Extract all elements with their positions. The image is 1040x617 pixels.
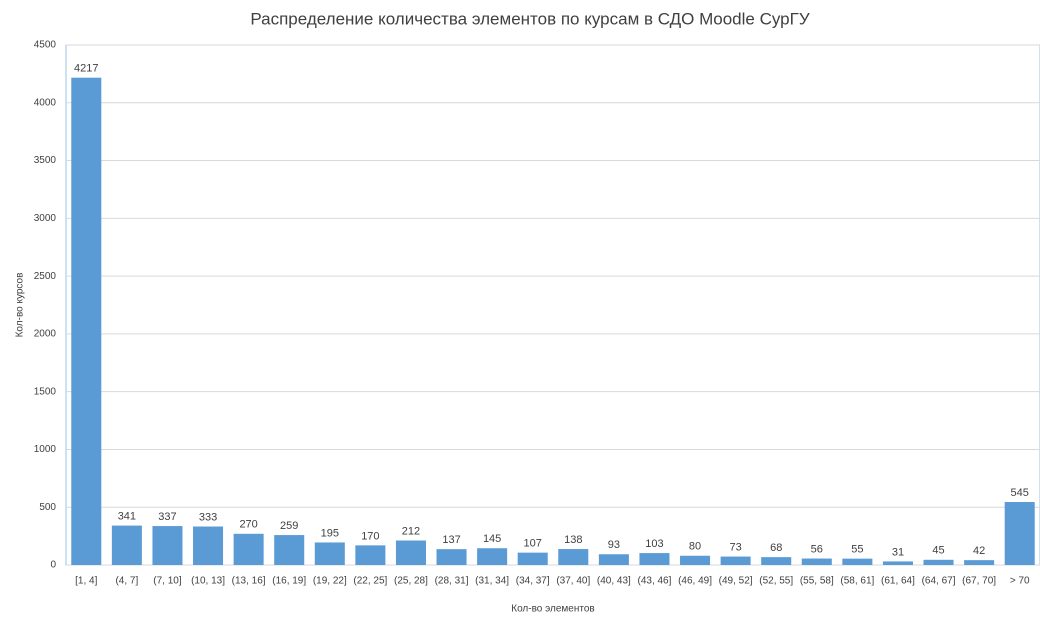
- bar: [964, 560, 995, 565]
- value-label: 103: [645, 538, 663, 550]
- x-tick-label: (52, 55]: [759, 576, 793, 587]
- value-label: 4217: [74, 63, 98, 75]
- x-tick-label: (28, 31]: [435, 576, 469, 587]
- x-tick-label: (4, 7]: [115, 576, 138, 587]
- x-tick-label: (64, 67]: [922, 576, 956, 587]
- bar: [517, 552, 548, 565]
- bar: [477, 548, 508, 565]
- x-tick-label: (49, 52]: [719, 576, 753, 587]
- y-axis-label: Кол-во курсов: [15, 273, 26, 338]
- x-tick-label: (16, 19]: [272, 576, 306, 587]
- bar: [314, 542, 345, 565]
- y-tick-label: 3500: [34, 155, 57, 166]
- value-label: 145: [483, 533, 501, 545]
- y-tick-label: 1000: [34, 444, 57, 455]
- value-label: 93: [608, 539, 620, 551]
- x-tick-label: (34, 37]: [516, 576, 550, 587]
- x-tick-label: (10, 13]: [191, 576, 225, 587]
- value-label: 42: [973, 545, 985, 557]
- y-tick-label: 500: [39, 502, 56, 513]
- x-tick-label: (46, 49]: [678, 576, 712, 587]
- y-tick-label: 4000: [34, 97, 57, 108]
- bar: [71, 77, 102, 566]
- value-label: 80: [689, 541, 701, 553]
- bar: [1004, 502, 1035, 565]
- value-label: 212: [402, 525, 420, 537]
- bar: [111, 525, 142, 565]
- value-label: 337: [158, 511, 176, 523]
- value-label: 68: [770, 542, 782, 554]
- value-label: 341: [118, 511, 136, 523]
- bar: [233, 533, 264, 565]
- value-label: 259: [280, 520, 298, 532]
- bar: [923, 559, 954, 565]
- chart-title: Распределение количества элементов по ку…: [250, 9, 809, 28]
- value-label: 545: [1011, 487, 1029, 499]
- value-label: 195: [321, 527, 339, 539]
- y-tick-label: 0: [50, 560, 56, 571]
- y-tick-label: 2000: [34, 329, 57, 340]
- x-tick-label: [1, 4]: [75, 576, 97, 587]
- value-label: 73: [730, 541, 742, 553]
- value-label: 138: [564, 534, 582, 546]
- x-tick-label: > 70: [1010, 576, 1030, 587]
- x-tick-label: (61, 64]: [881, 576, 915, 587]
- bar: [882, 561, 913, 565]
- x-tick-label: (37, 40]: [556, 576, 590, 587]
- value-label: 170: [361, 530, 379, 542]
- value-label: 55: [851, 544, 863, 556]
- value-label: 107: [524, 538, 542, 550]
- y-tick-label: 3000: [34, 213, 57, 224]
- bar: [274, 535, 305, 565]
- bar: [680, 555, 711, 565]
- x-tick-label: (67, 70]: [962, 576, 996, 587]
- bar: [639, 553, 670, 565]
- bar: [436, 549, 467, 565]
- bar: [152, 526, 183, 565]
- x-tick-label: (22, 25]: [353, 576, 387, 587]
- bar: [801, 558, 832, 565]
- value-label: 333: [199, 511, 217, 523]
- value-label: 45: [932, 545, 944, 557]
- y-tick-label: 2500: [34, 271, 57, 282]
- value-label: 137: [442, 534, 460, 546]
- bar: [395, 540, 426, 565]
- x-tick-label: (25, 28]: [394, 576, 428, 587]
- bar: [842, 558, 873, 565]
- y-tick-label: 1500: [34, 386, 57, 397]
- x-tick-label: (19, 22]: [313, 576, 347, 587]
- x-tick-label: (40, 43]: [597, 576, 631, 587]
- x-tick-label: (43, 46]: [637, 576, 671, 587]
- bar: [598, 554, 629, 565]
- bar: [761, 557, 792, 565]
- y-tick-label: 4500: [34, 40, 57, 51]
- bar: [355, 545, 386, 565]
- x-tick-label: (55, 58]: [800, 576, 834, 587]
- bar: [720, 556, 751, 565]
- x-tick-label: (31, 34]: [475, 576, 509, 587]
- x-tick-label: (13, 16]: [232, 576, 266, 587]
- x-tick-label: (7, 10]: [153, 576, 182, 587]
- value-label: 270: [239, 519, 257, 531]
- bar: [193, 526, 224, 565]
- bar: [558, 549, 589, 565]
- value-label: 56: [811, 543, 823, 555]
- value-label: 31: [892, 546, 904, 558]
- x-axis-label: Кол-во элементов: [511, 604, 594, 615]
- x-tick-label: (58, 61]: [840, 576, 874, 587]
